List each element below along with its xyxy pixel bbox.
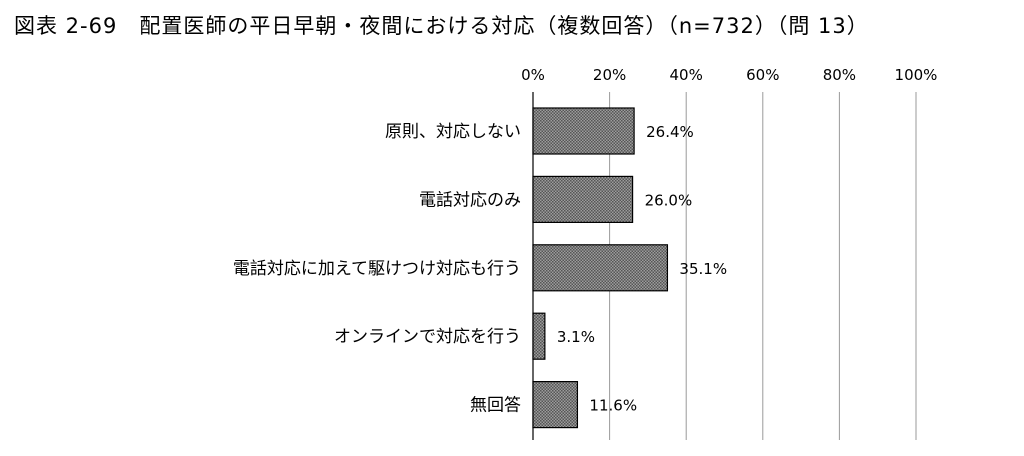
category-label: 電話対応のみ xyxy=(419,190,521,210)
bar xyxy=(532,107,635,155)
bar xyxy=(532,381,579,429)
bar xyxy=(532,175,634,223)
x-tick-label: 60% xyxy=(746,66,779,84)
category-label: 無回答 xyxy=(470,396,521,416)
figure-title: 図表 2-69 配置医師の平日早朝・夜間における対応（複数回答）（n=732）（… xyxy=(14,14,869,38)
value-label: 35.1% xyxy=(679,260,727,278)
value-label: 11.6% xyxy=(589,397,637,415)
category-label: 原則、対応しない xyxy=(385,122,521,142)
value-label: 3.1% xyxy=(557,328,595,346)
x-tick-label: 80% xyxy=(823,66,856,84)
label-layer: 0% 20% 40% 60% 80% 100% 原則、対応しない 26.4% 電話対応のみ 26.… xyxy=(233,66,938,416)
category-label: オンラインで対応を行う xyxy=(334,327,521,347)
value-label: 26.4% xyxy=(646,123,694,141)
category-label: 電話対応に加えて駆けつけ対応も行う xyxy=(233,259,521,279)
value-label: 26.0% xyxy=(645,191,693,209)
x-tick-label: 40% xyxy=(670,66,703,84)
bar xyxy=(532,312,546,360)
bar-layer xyxy=(532,107,669,429)
bar xyxy=(532,244,669,292)
x-tick-label: 0% xyxy=(521,66,545,84)
x-tick-label: 100% xyxy=(895,66,938,84)
x-tick-label: 20% xyxy=(593,66,626,84)
